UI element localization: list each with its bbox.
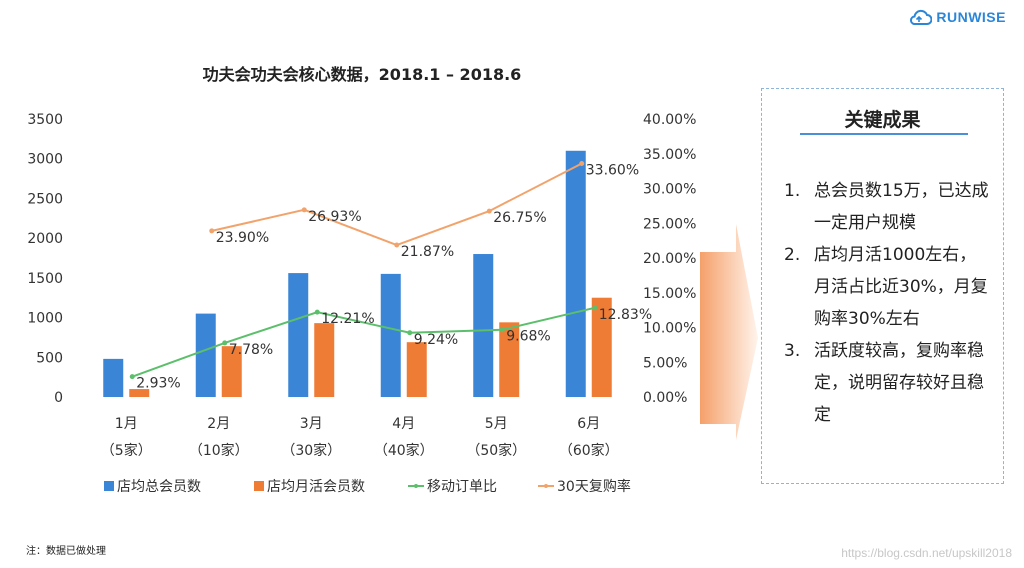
key-result-item: 3. 活跃度较高，复购率稳定，说明留存较好且稳定: [784, 335, 993, 431]
y-axis-tick-label: 2000: [27, 231, 63, 247]
key-results-panel: 关键成果 1. 总会员数15万，已达成一定用户规模 2. 店均月活1000左右，…: [761, 88, 1004, 484]
line-point: [209, 228, 215, 234]
line-point: [499, 327, 505, 333]
y2-axis-tick-label: 5.00%: [643, 355, 687, 371]
item-number: 2.: [784, 245, 801, 265]
data-note: 注：数据已做处理: [26, 546, 106, 557]
item-text: 总会员数15万，已达成一定用户规模: [814, 181, 989, 233]
legend-swatch: [254, 481, 264, 491]
x-axis-sublabel: （60家）: [559, 442, 619, 459]
y-axis-tick-label: 3500: [27, 112, 63, 128]
x-axis-sublabel: （10家）: [189, 442, 249, 459]
key-result-item: 2. 店均月活1000左右，月活占比近30%，月复购率30%左右: [784, 239, 993, 335]
y-axis-tick-label: 0: [54, 390, 63, 406]
bar-total-members: [565, 150, 586, 397]
line-point: [579, 160, 585, 166]
x-axis-label: 1月: [115, 416, 138, 432]
data-label: 23.90%: [216, 230, 269, 246]
logo: RUNWISE: [908, 8, 1006, 26]
cloud-icon: [910, 9, 933, 25]
x-axis-label: 5月: [485, 416, 508, 432]
data-label: 7.78%: [229, 342, 273, 358]
data-label: 2.93%: [136, 376, 180, 392]
title-underline: [800, 133, 968, 135]
data-label: 9.68%: [506, 329, 550, 345]
y2-axis-tick-label: 15.00%: [643, 286, 696, 302]
line-point: [222, 340, 228, 346]
legend-marker: [544, 484, 548, 488]
bar-total-members: [103, 358, 124, 397]
bar-active-members: [314, 323, 335, 397]
line-point: [394, 242, 400, 248]
bar-active-members: [406, 342, 427, 397]
y2-axis-tick-label: 0.00%: [643, 390, 687, 406]
item-number: 1.: [784, 181, 801, 201]
y-axis-tick-label: 1500: [27, 271, 63, 287]
data-label: 26.75%: [493, 210, 546, 226]
x-axis-label: 6月: [577, 416, 600, 432]
line-point: [314, 309, 320, 315]
legend-label: 店均月活会员数: [267, 479, 365, 495]
bar-total-members: [288, 273, 309, 397]
data-label: 33.60%: [586, 162, 639, 178]
bar-active-members: [591, 297, 612, 397]
y-axis-tick-label: 3000: [27, 152, 63, 168]
line-point: [129, 374, 135, 380]
bar-active-members: [221, 346, 242, 397]
x-axis-sublabel: （40家）: [374, 442, 434, 459]
item-number: 3.: [784, 341, 801, 361]
y2-axis-tick-label: 35.00%: [643, 147, 696, 163]
y-axis-tick-label: 1000: [27, 311, 63, 327]
bar-total-members: [473, 254, 494, 397]
y2-axis-tick-label: 40.00%: [643, 112, 696, 128]
legend-swatch: [104, 481, 114, 491]
y2-axis-tick-label: 30.00%: [643, 182, 696, 198]
line-point: [301, 207, 307, 213]
line-point: [407, 330, 413, 336]
bar-active-members: [499, 322, 520, 397]
chart-title: 功夫会功夫会核心数据，2018.1 – 2018.6: [203, 65, 522, 84]
y2-axis-tick-label: 10.00%: [643, 321, 696, 337]
legend-label: 移动订单比: [427, 479, 497, 495]
y-axis-tick-label: 500: [36, 350, 63, 366]
data-label: 26.93%: [308, 209, 361, 225]
y2-axis-tick-label: 25.00%: [643, 216, 696, 232]
x-axis-sublabel: （30家）: [281, 442, 341, 459]
key-result-item: 1. 总会员数15万，已达成一定用户规模: [784, 175, 993, 239]
item-text: 店均月活1000左右，月活占比近30%，月复购率30%左右: [814, 245, 988, 329]
y2-axis-tick-label: 20.00%: [643, 251, 696, 267]
x-axis-sublabel: （5家）: [101, 442, 152, 459]
x-axis-label: 2月: [207, 416, 230, 432]
watermark: https://blog.csdn.net/upskill2018: [841, 546, 1012, 560]
bar-active-members: [129, 389, 150, 397]
line-point: [592, 305, 598, 311]
line-mobile-order-ratio: [131, 306, 595, 378]
legend-label: 30天复购率: [557, 478, 631, 495]
item-text: 活跃度较高，复购率稳定，说明留存较好且稳定: [814, 341, 984, 425]
legend-marker: [414, 484, 418, 488]
bar-total-members: [380, 273, 401, 397]
x-axis-label: 3月: [300, 416, 323, 432]
key-results-list: 1. 总会员数15万，已达成一定用户规模 2. 店均月活1000左右，月活占比近…: [784, 175, 993, 431]
data-label: 12.83%: [599, 307, 652, 323]
bar-total-members: [195, 313, 216, 397]
legend-label: 店均总会员数: [117, 479, 201, 495]
logo-text: RUNWISE: [936, 9, 1006, 25]
data-label: 21.87%: [401, 244, 454, 260]
key-results-title: 关键成果: [844, 109, 921, 131]
y-axis-tick-label: 2500: [27, 191, 63, 207]
x-axis-sublabel: （50家）: [466, 442, 526, 459]
arrow-shape: [700, 224, 758, 440]
data-label: 12.21%: [321, 311, 374, 327]
data-label: 9.24%: [414, 332, 458, 348]
combo-chart: 功夫会功夫会核心数据，2018.1 – 2018.6 0 500 1000 1500 2…: [27, 65, 758, 495]
x-axis-label: 4月: [392, 416, 415, 432]
line-point: [486, 208, 492, 214]
